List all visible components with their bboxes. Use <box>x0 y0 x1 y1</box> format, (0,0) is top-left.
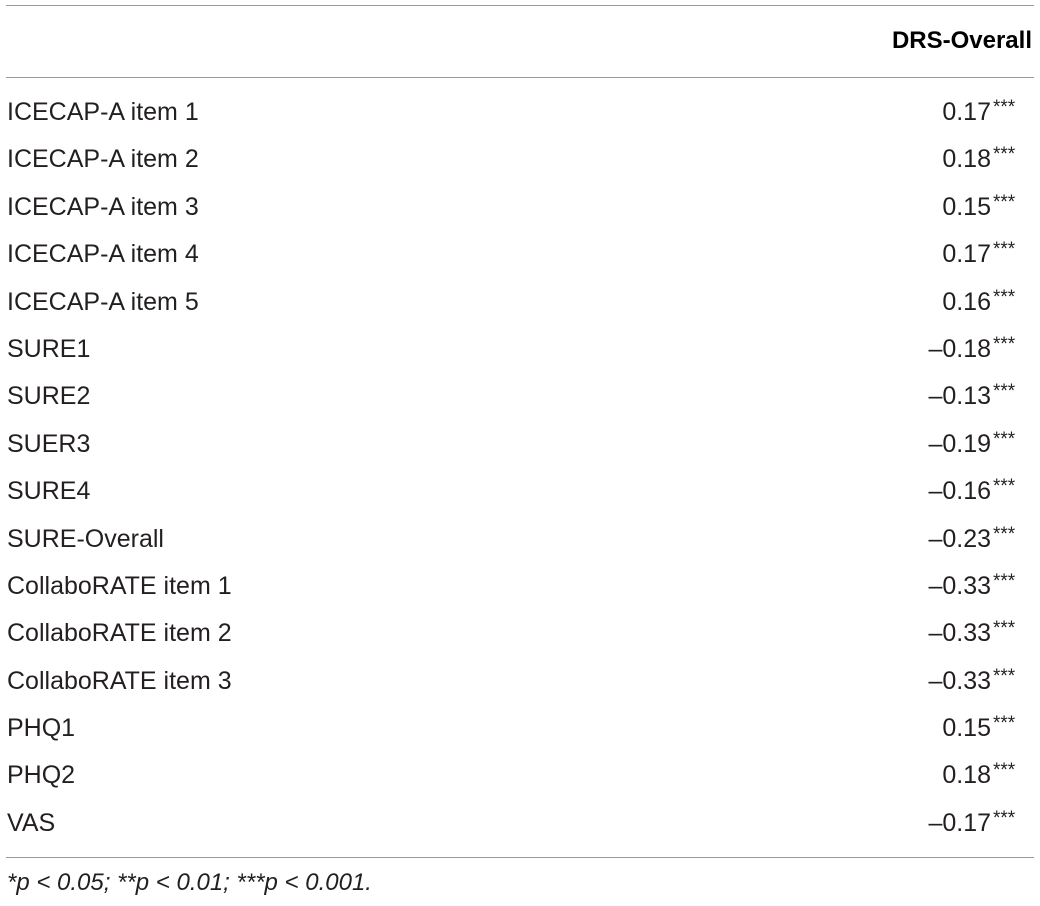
table-body: ICECAP-A item 1 0.17 *** ICECAP-A item 2 0.1… <box>0 89 1040 847</box>
significance-marker: *** <box>993 807 1016 829</box>
table-top-rule <box>6 5 1034 6</box>
significance-marker: *** <box>993 381 1016 403</box>
table-row: CollaboRATE item 2 –0.33 *** <box>0 610 1040 657</box>
table-row: ICECAP-A item 5 0.16 *** <box>0 279 1040 326</box>
significance-marker: *** <box>993 428 1016 450</box>
table-footnote: *p < 0.05; **p < 0.01; ***p < 0.001. <box>7 869 372 896</box>
table-row: CollaboRATE item 1 –0.33 *** <box>0 563 1040 610</box>
correlation-value: –0.33 <box>928 571 991 600</box>
correlation-value: –0.16 <box>928 477 991 506</box>
row-label: SURE1 <box>7 334 91 363</box>
row-label: CollaboRATE item 2 <box>7 619 232 648</box>
correlation-value: –0.33 <box>928 666 991 695</box>
correlation-value: –0.19 <box>928 429 991 458</box>
table-row: ICECAP-A item 4 0.17 *** <box>0 231 1040 278</box>
row-label: PHQ2 <box>7 761 76 790</box>
significance-marker: *** <box>993 570 1016 592</box>
row-label: ICECAP-A item 1 <box>7 98 199 126</box>
significance-marker: *** <box>993 713 1016 735</box>
significance-marker: *** <box>993 760 1016 782</box>
row-label: ICECAP-A item 3 <box>7 192 199 221</box>
correlation-value: 0.17 <box>942 240 991 269</box>
significance-marker: *** <box>993 239 1016 261</box>
row-label: CollaboRATE item 3 <box>7 666 232 695</box>
significance-marker: *** <box>993 618 1016 640</box>
table-row: ICECAP-A item 3 0.15 *** <box>0 184 1040 231</box>
row-label: PHQ1 <box>7 714 76 743</box>
correlation-value: 0.16 <box>942 287 991 316</box>
table-row: VAS –0.17 *** <box>0 800 1040 847</box>
correlation-value: 0.18 <box>942 761 991 790</box>
table-row: CollaboRATE item 3 –0.33 *** <box>0 658 1040 705</box>
significance-marker: *** <box>993 476 1016 498</box>
correlation-value: 0.15 <box>942 192 991 221</box>
row-label: VAS <box>7 808 56 837</box>
significance-marker: *** <box>993 523 1016 545</box>
row-label: SURE2 <box>7 382 91 411</box>
table-row: SURE1 –0.18 *** <box>0 326 1040 373</box>
table-row: PHQ2 0.18 *** <box>0 752 1040 799</box>
significance-marker: *** <box>993 665 1016 687</box>
correlation-value: 0.18 <box>942 145 991 174</box>
table-row: PHQ1 0.15 *** <box>0 705 1040 752</box>
header-rule <box>6 77 1034 78</box>
correlation-value: –0.17 <box>928 808 991 837</box>
correlation-value: 0.15 <box>942 714 991 743</box>
row-label: SURE-Overall <box>7 524 164 553</box>
significance-marker: *** <box>993 286 1016 308</box>
row-label: ICECAP-A item 2 <box>7 145 199 174</box>
table-row: SURE2 –0.13 *** <box>0 373 1040 420</box>
row-label: SURE4 <box>7 477 91 506</box>
table-row: SUER3 –0.19 *** <box>0 421 1040 468</box>
table-row: ICECAP-A item 2 0.18 *** <box>0 136 1040 183</box>
significance-marker: *** <box>993 97 1016 118</box>
table-bottom-rule <box>6 857 1034 858</box>
correlation-value: –0.33 <box>928 619 991 648</box>
significance-marker: *** <box>993 144 1016 166</box>
significance-marker: *** <box>993 333 1016 355</box>
row-label: ICECAP-A item 4 <box>7 240 199 269</box>
table-row: ICECAP-A item 1 0.17 *** <box>0 89 1040 136</box>
table-row: SURE4 –0.16 *** <box>0 468 1040 515</box>
correlation-value: –0.23 <box>928 524 991 553</box>
row-label: ICECAP-A item 5 <box>7 287 199 316</box>
row-label: CollaboRATE item 1 <box>7 571 232 600</box>
row-label: SUER3 <box>7 429 91 458</box>
column-header-drs-overall: DRS-Overall <box>891 27 1032 54</box>
correlation-value: –0.13 <box>928 382 991 411</box>
correlation-value: –0.18 <box>928 334 991 363</box>
table-row: SURE-Overall –0.23 *** <box>0 516 1040 563</box>
significance-marker: *** <box>993 191 1016 213</box>
correlation-value: 0.17 <box>942 98 991 126</box>
